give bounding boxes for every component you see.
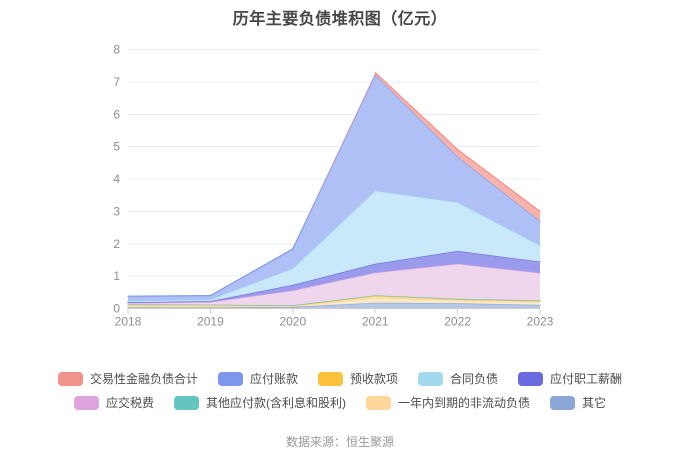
legend-label: 一年内到期的非流动负债 xyxy=(397,396,530,410)
legend-label: 其他应付款(含利息和股利) xyxy=(205,396,346,410)
legend-label: 应付职工薪酬 xyxy=(550,372,623,386)
y-axis-label: 4 xyxy=(113,172,120,186)
y-axis: 0 1 2 3 4 5 6 7 8 xyxy=(113,43,120,316)
legend-item-5[interactable]: 应付职工薪酬 xyxy=(518,370,622,387)
y-axis-label: 0 xyxy=(113,302,120,316)
y-axis-label: 8 xyxy=(113,43,120,57)
y-axis-label: 1 xyxy=(113,269,120,283)
x-axis-label: 2023 xyxy=(527,315,554,329)
legend-swatch-icon xyxy=(317,371,343,386)
legend-label: 合同负债 xyxy=(450,372,499,386)
x-axis-label: 2022 xyxy=(444,315,471,329)
area-series-0 xyxy=(128,302,540,309)
legend-swatch-icon xyxy=(73,395,99,410)
x-axis: 2018 2019 2020 2021 2022 2023 xyxy=(115,308,554,329)
x-axis-label: 2020 xyxy=(279,315,306,329)
legend-item-4[interactable]: 应交税费 xyxy=(73,394,154,411)
line-series-8 xyxy=(457,148,541,212)
area-series-6 xyxy=(128,190,540,303)
legend-swatch-icon xyxy=(518,371,544,386)
legend-label: 应交税费 xyxy=(105,396,154,410)
legend-swatch-icon xyxy=(217,371,243,386)
legend-item-2[interactable]: 预收款项 xyxy=(317,370,398,387)
y-axis-label: 2 xyxy=(113,237,120,251)
legend-label: 应付账款 xyxy=(249,372,298,386)
y-axis-label: 3 xyxy=(113,204,120,218)
line-series-7 xyxy=(209,248,294,297)
area-series-5 xyxy=(128,250,540,303)
chart-legend: 交易性金融负债合计 应付账款 预收款项 合同负债 应付职工薪酬应交税费 其他应付款(含利息… xyxy=(0,370,680,411)
legend-swatch-icon xyxy=(173,395,199,410)
line-series-5 xyxy=(457,250,541,263)
legend-swatch-icon xyxy=(365,395,391,410)
area-series-4 xyxy=(128,263,540,306)
legend-item-8[interactable]: 交易性金融负债合计 xyxy=(57,370,198,387)
legend-swatch-icon xyxy=(550,395,575,410)
y-axis-label: 6 xyxy=(113,107,120,121)
legend-item-1[interactable]: 一年内到期的非流动负债 xyxy=(365,394,530,411)
line-series-7 xyxy=(127,295,211,297)
chart-title: 历年主要负债堆积图（亿元） xyxy=(232,11,448,28)
x-axis-label: 2018 xyxy=(115,315,142,329)
chart-canvas: 0 1 2 3 4 5 6 7 8 2018 2019 2020 2021 2022 2023 xyxy=(113,43,554,329)
legend-row-0: 交易性金融负债合计 应付账款 预收款项 合同负债 应付职工薪酬 xyxy=(57,370,622,387)
legend-swatch-icon xyxy=(418,371,443,386)
data-source: 数据来源：恒生聚源 xyxy=(285,435,394,449)
y-axis-label: 5 xyxy=(113,140,120,154)
area-series-7 xyxy=(128,74,540,302)
legend-item-0[interactable]: 其它 xyxy=(550,394,606,411)
line-series-8 xyxy=(374,71,459,151)
y-axis-label: 7 xyxy=(113,75,120,89)
legend-swatch-icon xyxy=(57,371,83,386)
x-axis-label: 2021 xyxy=(362,315,389,329)
legend-label: 预收款项 xyxy=(349,372,398,386)
legend-label: 其它 xyxy=(582,396,607,410)
x-axis-label: 2019 xyxy=(197,315,224,329)
legend-row-1: 应交税费 其他应付款(含利息和股利) 一年内到期的非流动负债 其它 xyxy=(73,394,606,411)
legend-item-3[interactable]: 其他应付款(含利息和股利) xyxy=(173,394,346,411)
legend-label: 交易性金融负债合计 xyxy=(89,372,198,386)
legend-item-6[interactable]: 合同负债 xyxy=(418,370,498,387)
legend-item-7[interactable]: 应付账款 xyxy=(217,370,298,387)
